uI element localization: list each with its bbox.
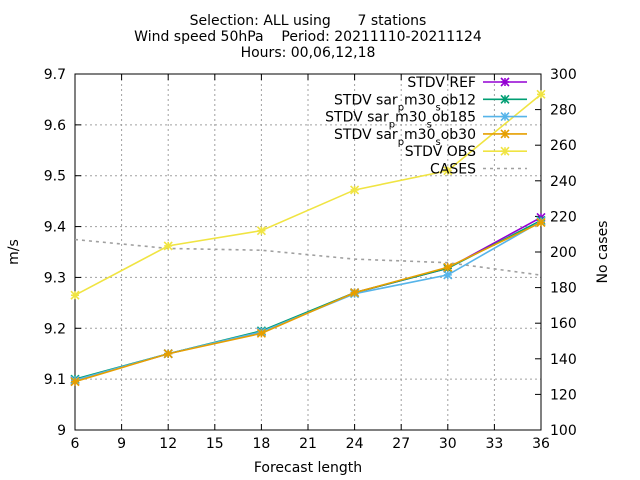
y2-tick-label: 100 <box>550 423 577 439</box>
x-tick-label: 33 <box>485 436 503 452</box>
y-tick-label: 9.2 <box>44 321 66 337</box>
series-line <box>74 221 542 383</box>
y-axis-label: m/s <box>6 239 22 265</box>
chart-title-line-3: Hours: 00,06,12,18 <box>241 45 376 61</box>
y-tick-label: 9.7 <box>44 67 66 83</box>
x-tick-label: 36 <box>532 436 550 452</box>
plot-area <box>70 89 546 387</box>
y2-tick-label: 260 <box>550 138 577 154</box>
chart-title-line-1: Selection: ALL using 7 stations <box>190 13 427 29</box>
series-line <box>74 93 542 296</box>
legend-label: STDV sarpm30sob30 <box>334 127 476 148</box>
series-stdv-sar-m30-sob30 <box>70 217 546 387</box>
x-tick-label: 24 <box>346 436 364 452</box>
series-line <box>74 238 542 276</box>
y2-tick-label: 200 <box>550 245 577 261</box>
x-tick-label: 6 <box>71 436 80 452</box>
y2-tick-label: 220 <box>550 209 577 225</box>
x-tick-label: 12 <box>159 436 177 452</box>
y-tick-label: 9.6 <box>44 118 66 134</box>
y2-tick-label: 300 <box>550 67 577 83</box>
y2-tick-label: 140 <box>550 352 577 368</box>
x-axis-label: Forecast length <box>254 460 362 476</box>
x-tick-label: 15 <box>206 436 224 452</box>
legend-label: STDV sarpm30sob185 <box>325 110 476 131</box>
x-tick-label: 9 <box>117 436 126 452</box>
y-tick-label: 9 <box>57 423 66 439</box>
y-tick-label: 9.4 <box>44 220 66 236</box>
x-tick-label: 30 <box>439 436 457 452</box>
y2-tick-label: 120 <box>550 387 577 403</box>
y2-tick-label: 180 <box>550 281 577 297</box>
chart-title-line-2: Wind speed 50hPa Period: 20211110-202111… <box>134 29 482 45</box>
legend-label: STDV sarpm30sob12 <box>334 92 476 113</box>
x-tick-label: 27 <box>392 436 410 452</box>
y-tick-label: 9.3 <box>44 270 66 286</box>
x-tick-label: 21 <box>299 436 317 452</box>
legend-label: CASES <box>430 162 476 178</box>
legend-label: STDV OBS <box>405 144 476 160</box>
series-stdv-obs <box>70 89 546 300</box>
grid <box>75 74 541 430</box>
y2-tick-label: 160 <box>550 316 577 332</box>
series-cases <box>74 238 542 276</box>
y2-tick-label: 240 <box>550 174 577 190</box>
chart-title: Selection: ALL using 7 stations Wind spe… <box>134 13 482 61</box>
x-tick-label: 18 <box>252 436 270 452</box>
axes: 6 9 12 15 18 21 24 27 30 33 3699.19.29.39.49.59.69… <box>44 67 577 452</box>
legend-label: STDV REF <box>407 75 476 91</box>
y-tick-label: 9.1 <box>44 372 66 388</box>
y2-axis-label: No cases <box>595 221 611 284</box>
y-tick-label: 9.5 <box>44 169 66 185</box>
y2-tick-label: 280 <box>550 103 577 119</box>
